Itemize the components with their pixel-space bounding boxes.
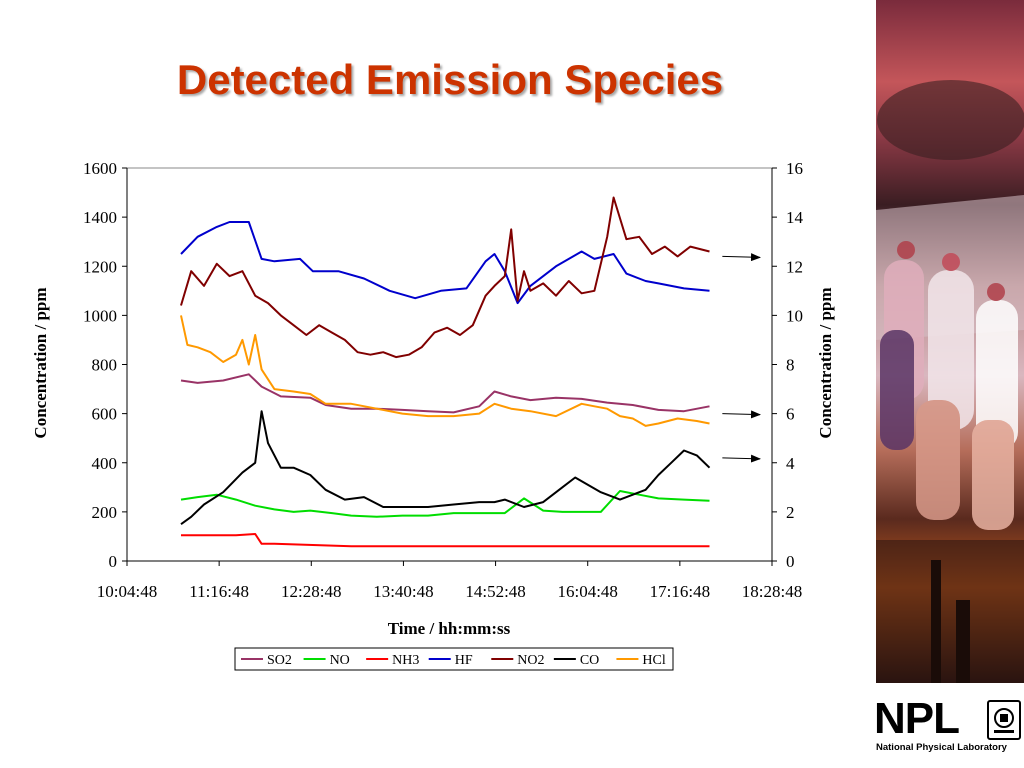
y-tick-label-left: 400 — [92, 454, 118, 473]
npl-logo: NPL National Physical Laboratory — [874, 694, 1024, 764]
legend-label-co: CO — [580, 653, 599, 668]
logo-subtitle: National Physical Laboratory — [876, 742, 1007, 753]
series-line-no2 — [180, 196, 710, 359]
slide-title: Detected Emission Species — [176, 56, 724, 103]
y-tick-label-left: 0 — [109, 552, 118, 571]
crest-icon — [987, 700, 1021, 740]
legend-label-no: NO — [330, 653, 350, 668]
y-tick-label-right: 12 — [786, 257, 803, 276]
y-tick-label-left: 1400 — [83, 208, 117, 227]
y-tick-label-right: 16 — [786, 159, 803, 178]
annotation-arrow — [722, 410, 761, 419]
y-tick-label-right: 0 — [786, 552, 795, 571]
y-axis-label-left: Concentration / ppm — [31, 287, 50, 438]
y-tick-label-left: 1000 — [83, 306, 117, 325]
x-tick-label: 12:28:48 — [281, 582, 341, 601]
gas-cylinders-photo — [876, 0, 1024, 683]
y-tick-label-right: 8 — [786, 356, 795, 375]
logo-text: NPL — [874, 694, 960, 743]
legend-label-nh3: NH3 — [392, 653, 419, 668]
y-tick-label-left: 800 — [92, 356, 118, 375]
y-tick-label-right: 4 — [786, 454, 795, 473]
y-tick-label-right: 2 — [786, 503, 795, 522]
legend-label-hf: HF — [455, 653, 473, 668]
series-line-no — [180, 490, 710, 518]
legend-label-hcl: HCl — [642, 653, 665, 668]
x-axis-label: Time / hh:mm:ss — [388, 619, 511, 638]
y-axis-label-right: Concentration / ppm — [816, 287, 835, 438]
plot-area-frame — [126, 167, 773, 562]
series-line-nh3 — [181, 533, 710, 548]
arrow-layer — [722, 253, 761, 463]
legend-label-so2: SO2 — [267, 653, 292, 668]
series-line-hcl — [180, 315, 710, 427]
x-tick-label: 13:40:48 — [373, 582, 433, 601]
y-tick-label-left: 200 — [92, 503, 118, 522]
y-tick-label-left: 1600 — [83, 159, 117, 178]
axes-layer: 0 200 400 600 800 1000 1200 1400 1600 0 2 4 6 8 10 12 14… — [83, 159, 804, 601]
annotation-arrow — [722, 454, 761, 463]
y-tick-label-right: 6 — [786, 405, 795, 424]
y-tick-label-right: 10 — [786, 306, 803, 325]
x-tick-label: 11:16:48 — [189, 582, 249, 601]
annotation-arrow — [722, 253, 761, 262]
series-line-hf — [180, 221, 710, 305]
x-tick-label: 17:16:48 — [650, 582, 710, 601]
y-tick-label-left: 600 — [92, 405, 118, 424]
series-layer — [180, 196, 711, 548]
x-tick-label: 10:04:48 — [97, 582, 157, 601]
x-tick-label: 14:52:48 — [465, 582, 525, 601]
y-tick-label-left: 1200 — [83, 257, 117, 276]
gas-cylinders-industrial-photo-icon — [876, 80, 1024, 683]
legend: SO2 NO NH3 HF NO2 CO HCl — [234, 647, 674, 671]
x-tick-label: 16:04:48 — [557, 582, 617, 601]
series-line-co — [180, 410, 711, 526]
legend-box — [234, 647, 674, 671]
legend-label-no2: NO2 — [517, 653, 544, 668]
y-tick-label-right: 14 — [786, 208, 804, 227]
series-line-so2 — [180, 373, 710, 414]
x-tick-label: 18:28:48 — [742, 582, 802, 601]
emission-line-chart: 0 200 400 600 800 1000 1200 1400 1600 0 2 4 6 8 10 12 14… — [31, 159, 835, 671]
